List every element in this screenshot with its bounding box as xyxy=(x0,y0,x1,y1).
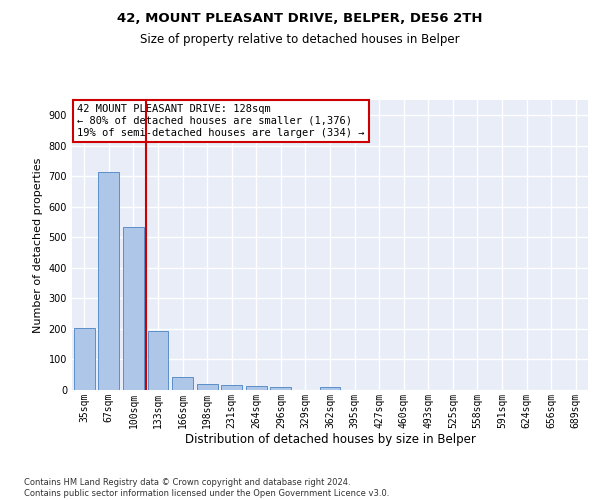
Text: Contains HM Land Registry data © Crown copyright and database right 2024.
Contai: Contains HM Land Registry data © Crown c… xyxy=(24,478,389,498)
Bar xyxy=(221,386,242,390)
Bar xyxy=(246,386,267,390)
Bar xyxy=(197,384,218,390)
Text: 42, MOUNT PLEASANT DRIVE, BELPER, DE56 2TH: 42, MOUNT PLEASANT DRIVE, BELPER, DE56 2… xyxy=(117,12,483,26)
Text: Size of property relative to detached houses in Belper: Size of property relative to detached ho… xyxy=(140,32,460,46)
Text: 42 MOUNT PLEASANT DRIVE: 128sqm
← 80% of detached houses are smaller (1,376)
19%: 42 MOUNT PLEASANT DRIVE: 128sqm ← 80% of… xyxy=(77,104,365,138)
Bar xyxy=(172,377,193,390)
Bar xyxy=(123,226,144,390)
Y-axis label: Number of detached properties: Number of detached properties xyxy=(33,158,43,332)
Bar xyxy=(320,387,340,390)
Bar xyxy=(148,331,169,390)
Text: Distribution of detached houses by size in Belper: Distribution of detached houses by size … xyxy=(185,432,475,446)
Bar xyxy=(271,387,292,390)
Bar xyxy=(74,328,95,390)
Bar xyxy=(98,172,119,390)
